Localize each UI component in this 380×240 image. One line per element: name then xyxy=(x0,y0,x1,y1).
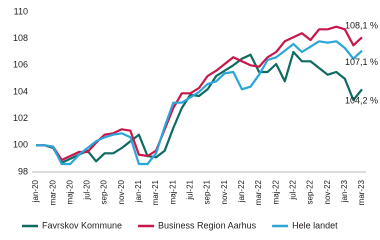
x-tick-label: jan-23 xyxy=(340,179,349,203)
y-tick-label: 102 xyxy=(13,113,28,123)
x-tick-label: mar-20 xyxy=(48,179,57,205)
x-tick-label: maj-21 xyxy=(168,179,177,204)
x-tick-label: mar-23 xyxy=(357,179,366,205)
legend-label: Business Region Aarhus xyxy=(158,220,257,230)
end-label: 107,1 % xyxy=(345,57,378,67)
end-label: 104,2 % xyxy=(345,96,378,106)
end-label: 108,1 % xyxy=(345,21,378,31)
series-line xyxy=(36,40,363,166)
legend-label: Favrskov Kommune xyxy=(42,220,122,230)
x-tick-label: sep-20 xyxy=(100,179,109,204)
x-tick-label: jan-21 xyxy=(134,179,143,203)
x-tick-label: nov-22 xyxy=(323,179,332,204)
y-tick-label: 100 xyxy=(13,140,28,150)
x-tick-label: jul-22 xyxy=(288,179,297,200)
x-tick-label: jan-22 xyxy=(237,179,246,203)
x-tick-label: nov-21 xyxy=(220,179,229,204)
x-tick-label: jan-20 xyxy=(31,179,40,203)
x-tick-label: maj-22 xyxy=(271,179,280,204)
x-tick-label: maj-20 xyxy=(65,179,74,204)
x-tick-label: sep-21 xyxy=(203,179,212,204)
y-tick-label: 108 xyxy=(13,33,28,43)
y-tick-label: 106 xyxy=(13,60,28,70)
x-tick-label: jul-21 xyxy=(186,179,195,200)
y-tick-label: 110 xyxy=(14,6,28,16)
y-tick-label: 98 xyxy=(18,166,28,176)
x-tick-label: mar-22 xyxy=(254,179,263,205)
legend-label: Hele landet xyxy=(292,220,338,230)
series-line xyxy=(36,50,363,164)
x-tick-label: nov-20 xyxy=(117,179,126,204)
series-line xyxy=(36,25,363,162)
x-tick-label: mar-21 xyxy=(151,179,160,205)
x-tick-label: sep-22 xyxy=(306,179,315,204)
x-tick-label: jul-20 xyxy=(83,179,92,200)
y-tick-label: 104 xyxy=(13,86,28,96)
